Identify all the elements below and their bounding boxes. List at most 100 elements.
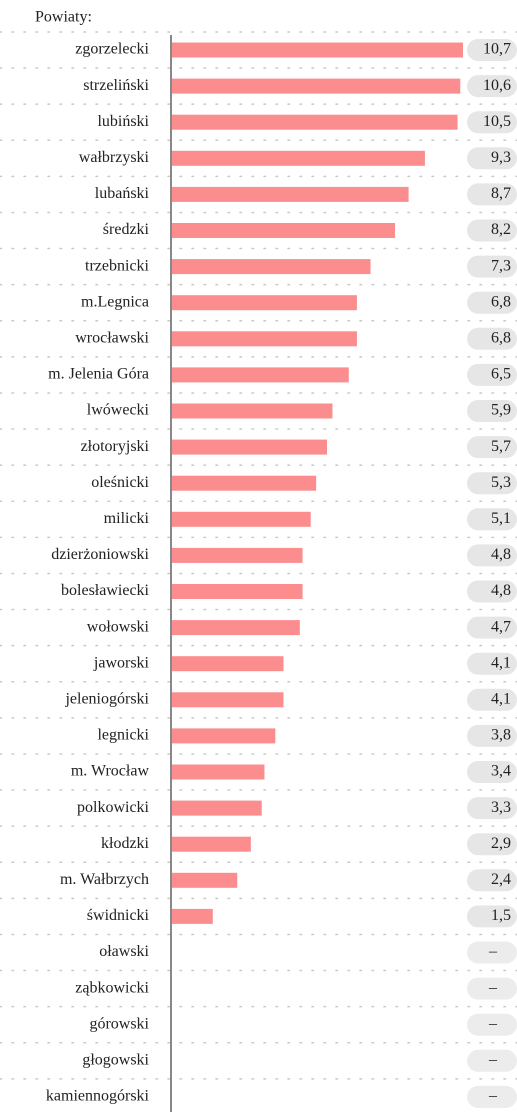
bar (172, 42, 463, 58)
category-label: milicki (104, 510, 150, 527)
value-label: 4,7 (491, 618, 511, 635)
bar (172, 150, 425, 166)
value-label: – (488, 1051, 498, 1068)
bar (172, 223, 396, 238)
bar (172, 439, 328, 455)
bar (172, 908, 213, 924)
bar (172, 186, 409, 202)
value-label: 8,7 (491, 185, 511, 202)
value-label: 3,3 (491, 799, 511, 816)
bar (172, 728, 276, 744)
value-pill (467, 941, 517, 964)
value-label: – (488, 1088, 498, 1105)
category-label: wałbrzyski (79, 149, 150, 166)
category-label: złotoryjski (81, 438, 150, 455)
value-label: 5,7 (491, 438, 511, 455)
category-label: kamiennogórski (46, 1088, 150, 1105)
value-pill (467, 508, 517, 531)
value-pill (467, 436, 517, 459)
bar (172, 259, 371, 275)
category-label: bolesławiecki (61, 582, 150, 599)
category-label: oławski (99, 943, 149, 960)
value-pill (467, 219, 517, 242)
bar (172, 872, 238, 888)
value-pill (467, 905, 517, 928)
category-label: ząbkowicki (75, 979, 149, 996)
category-label: wołowski (87, 618, 150, 635)
category-label: lubański (95, 185, 150, 202)
value-pill (467, 472, 517, 495)
value-label: 5,9 (491, 402, 511, 419)
value-pill (467, 147, 517, 170)
value-label: 10,5 (483, 113, 511, 130)
category-label: lubiński (97, 113, 149, 130)
bar (172, 692, 284, 708)
category-label: m. Wałbrzych (60, 871, 149, 888)
value-label: – (488, 943, 498, 960)
value-label: 7,3 (491, 257, 511, 274)
category-label: jaworski (93, 654, 150, 671)
category-label: jeleniogórski (64, 690, 149, 707)
value-label: 5,3 (491, 474, 511, 491)
value-label: 10,7 (483, 41, 511, 58)
value-label: – (488, 979, 498, 996)
value-pill (467, 616, 517, 639)
bar (172, 584, 303, 599)
bar (172, 475, 317, 491)
category-label: m. Wrocław (71, 763, 150, 780)
value-pill (467, 833, 517, 856)
bar (172, 295, 357, 311)
bar (172, 403, 333, 419)
category-label: legnicki (97, 727, 149, 744)
value-pill (467, 1049, 517, 1072)
chart-title: Powiaty: (35, 9, 92, 26)
category-label: strzeliński (83, 77, 149, 94)
bar (172, 511, 311, 527)
category-label: polkowicki (77, 799, 150, 816)
bar (172, 800, 262, 816)
bar (172, 114, 458, 130)
value-label: – (488, 1015, 498, 1032)
value-label: 10,6 (483, 77, 511, 94)
value-pill (467, 761, 517, 783)
value-label: 4,8 (491, 582, 511, 599)
value-pill (467, 75, 517, 98)
value-pill (467, 255, 517, 278)
category-label: dzierżoniowski (51, 546, 149, 563)
value-label: 6,8 (491, 293, 511, 310)
value-pill (467, 544, 517, 567)
value-label: 9,3 (491, 149, 511, 166)
category-label: m.Legnica (81, 293, 149, 310)
bar (172, 331, 357, 347)
category-label: głogowski (82, 1051, 149, 1068)
value-pill (467, 797, 517, 820)
value-pill (467, 400, 517, 422)
value-pill (467, 183, 517, 206)
category-label: oleśnicki (91, 474, 149, 491)
value-label: 3,4 (491, 763, 511, 780)
value-pill (467, 363, 517, 386)
value-label: 4,8 (491, 546, 511, 563)
bar (172, 656, 284, 672)
value-label: 5,1 (491, 510, 511, 527)
value-pill (467, 652, 517, 675)
value-pill (467, 1013, 517, 1036)
value-pill (467, 291, 517, 314)
value-pill (467, 1085, 517, 1108)
bar (172, 836, 251, 852)
category-label: świdnicki (87, 907, 150, 924)
value-label: 6,5 (491, 366, 511, 383)
value-pill (467, 724, 517, 747)
category-label: kłodzki (101, 835, 150, 852)
category-label: m. Jelenia Góra (48, 366, 149, 383)
value-pill (467, 688, 517, 711)
value-pill (467, 111, 517, 134)
value-label: 3,8 (491, 727, 511, 744)
value-pill (467, 977, 517, 1000)
value-label: 2,9 (491, 835, 511, 852)
value-label: 4,1 (491, 690, 511, 707)
bar (172, 367, 349, 383)
category-label: zgorzelecki (75, 41, 149, 58)
bar (172, 764, 265, 780)
